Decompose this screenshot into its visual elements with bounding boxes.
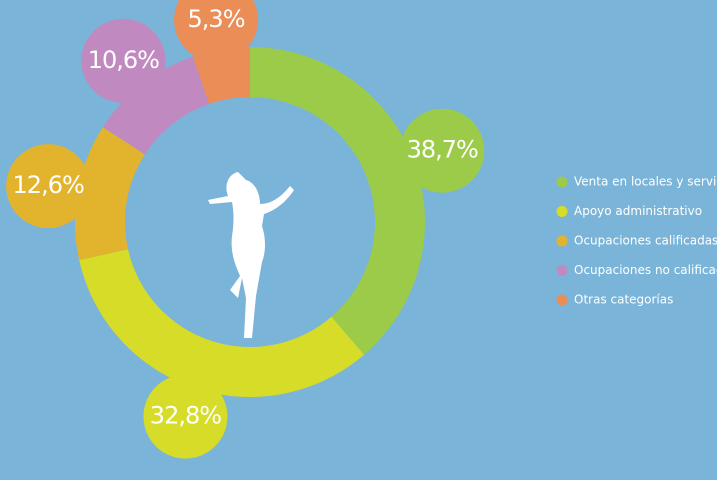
legend-label: Apoyo administrativo bbox=[574, 204, 702, 218]
slice bbox=[192, 47, 250, 104]
legend-swatch bbox=[556, 294, 568, 306]
legend-swatch bbox=[556, 235, 568, 247]
label-bubble bbox=[174, 0, 259, 62]
labels: 38,7% 32,8% 12,6% 10,6% 5,3% bbox=[6, 0, 485, 459]
label-bubble bbox=[6, 144, 91, 229]
legend-label: Venta en locales y servicios bbox=[574, 175, 717, 189]
legend-swatch bbox=[556, 206, 568, 217]
pie bbox=[75, 47, 425, 397]
legend-label: Ocupaciones no calificadas bbox=[574, 263, 717, 277]
label-bubble bbox=[143, 374, 228, 459]
slice bbox=[75, 127, 145, 261]
label-bubble bbox=[400, 108, 485, 193]
label-bubble bbox=[81, 18, 166, 103]
slice bbox=[250, 47, 425, 355]
legend-label: Otras categorías bbox=[574, 293, 673, 307]
silhouette bbox=[208, 172, 294, 338]
value-label: 32,8% bbox=[150, 402, 221, 430]
legend-label: Ocupaciones calificadas bbox=[574, 234, 717, 248]
value-label: 5,3% bbox=[188, 5, 245, 33]
legend-swatch bbox=[556, 176, 568, 188]
value-label: 10,6% bbox=[88, 46, 159, 74]
slice bbox=[102, 56, 210, 155]
value-label: 12,6% bbox=[13, 171, 84, 199]
slice bbox=[79, 249, 365, 397]
legend: Venta en locales y servicios Apoyo admini… bbox=[556, 175, 717, 307]
value-label: 38,7% bbox=[407, 136, 478, 164]
legend-swatch bbox=[556, 265, 568, 276]
